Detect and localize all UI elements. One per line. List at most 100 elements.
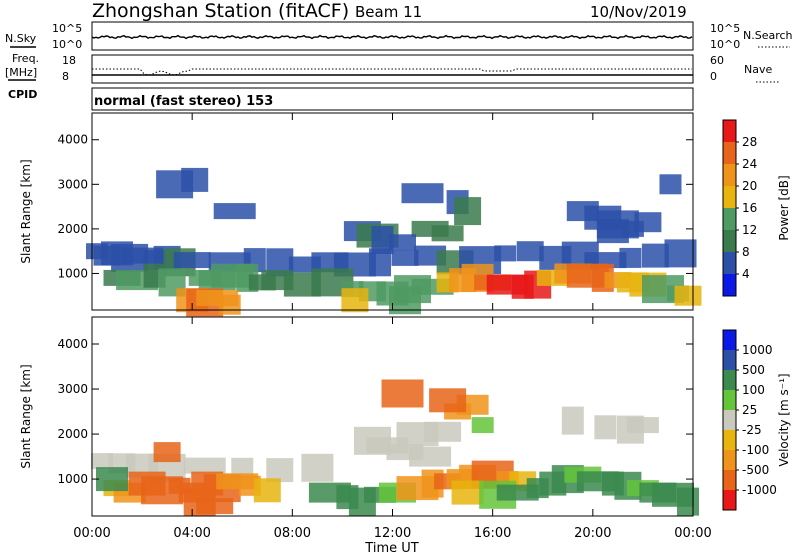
colorbar-frame [722, 329, 737, 511]
data-cell [153, 442, 181, 463]
colorbar-tick-label: 1000 [742, 343, 773, 357]
colorbar-segment [723, 350, 736, 371]
nsky-tick-bottom: 10^0 [52, 38, 82, 51]
colorbar-segment [723, 186, 736, 209]
colorbar-tick-label: 4 [742, 267, 750, 281]
colorbar-segment [723, 450, 736, 471]
freq-tick-top: 18 [62, 54, 76, 67]
colorbar-segment [723, 490, 736, 511]
y-tick-label: 1000 [57, 266, 88, 280]
colorbar-label: Velocity [m s⁻¹] [777, 373, 791, 466]
freq-unit: [MHz] [5, 66, 37, 79]
data-cell [561, 406, 584, 435]
data-cell [664, 239, 697, 268]
data-cell [454, 197, 482, 226]
x-tick-label: 00:00 [73, 526, 110, 541]
y-axis-label: Slant Range [km] [19, 364, 33, 468]
nsearch-tick-top: 10^5 [710, 22, 740, 35]
data-cell [213, 203, 256, 220]
data-cell [596, 219, 629, 244]
beam-label: Beam 11 [355, 3, 422, 21]
data-cell [677, 487, 699, 516]
y-tick-label: 3000 [57, 177, 88, 191]
colorbar-segment [723, 330, 736, 351]
data-cell [431, 225, 464, 242]
colorbar-tick-label: 28 [742, 135, 757, 149]
colorbar-segment [723, 142, 736, 165]
data-cell [183, 457, 226, 474]
y-tick-label: 4000 [57, 337, 88, 351]
colorbar-segment [723, 164, 736, 187]
date-label: 10/Nov/2019 [590, 3, 687, 21]
data-cell [301, 453, 334, 482]
data-cell [659, 174, 682, 195]
station-title: Zhongshan Station (fitACF) [92, 0, 349, 22]
data-cell [516, 241, 544, 262]
velocity-panel: 1000 2000 3000 4000 Slant Range [km] 00:00 04:… [19, 316, 791, 541]
nave-tick-top: 60 [710, 54, 724, 67]
data-cell [96, 467, 128, 492]
x-axis-label: Time UT [364, 541, 418, 554]
power-panel: 1000 2000 3000 4000 Slant Range [km] 4 8 12 16 20… [19, 112, 791, 317]
data-cell [218, 294, 241, 315]
x-tick-label: 20:00 [574, 526, 611, 541]
data-cell [594, 415, 617, 440]
colorbar-tick-label: 25 [742, 403, 757, 417]
x-tick-label: 04:00 [173, 526, 210, 541]
data-cell [429, 388, 467, 413]
data-cell [451, 480, 484, 505]
data-cell [391, 249, 419, 266]
colorbar-label: Power [dB] [777, 175, 791, 240]
data-cell [494, 245, 517, 262]
x-tick-label: 00:00 [674, 526, 711, 541]
nsky-label: N.Sky [5, 32, 37, 45]
y-axis-label: Slant Range [km] [19, 159, 33, 263]
colorbar-segment [723, 370, 736, 391]
colorbar-segment [723, 120, 736, 143]
x-tick-label: 12:00 [374, 526, 411, 541]
colorbar-segment [723, 230, 736, 253]
nave-label: Nave [744, 63, 772, 76]
nave-tick-bottom: 0 [710, 70, 717, 83]
freq-tick-bottom: 8 [62, 70, 69, 83]
freq-strip: Freq. [MHz] 18 8 Nave 60 0 [5, 52, 780, 84]
colorbar-tick-label: -25 [742, 423, 762, 437]
data-cell [634, 212, 662, 233]
nave-trace [92, 68, 692, 76]
colorbar-tick-label: -1000 [742, 483, 777, 497]
data-cell [381, 379, 424, 408]
colorbar-tick-label: -100 [742, 443, 769, 457]
y-tick-label: 3000 [57, 382, 88, 396]
data-cell [231, 457, 254, 478]
data-cell [91, 453, 113, 470]
data-cell [266, 458, 294, 483]
data-cell [674, 285, 702, 306]
colorbar-segment [723, 410, 736, 431]
colorbar-segment [723, 390, 736, 411]
colorbar-tick-label: 16 [742, 201, 757, 215]
data-cell [366, 437, 409, 454]
data-cell [619, 247, 642, 268]
nsearch-label: N.Search [743, 29, 793, 42]
freq-label: Freq. [12, 52, 39, 65]
data-cell [401, 183, 444, 204]
colorbar-tick-label: 8 [742, 245, 750, 259]
y-tick-label: 4000 [57, 133, 88, 147]
nsky-trace [91, 34, 693, 40]
colorbar-segment [723, 208, 736, 231]
nsky-strip: N.Sky 10^5 10^0 N.Search 10^5 10^0 [5, 21, 793, 51]
data-cell [369, 248, 391, 277]
data-cell [253, 478, 281, 503]
nsearch-tick-bottom: 10^0 [710, 38, 740, 51]
data-cell [409, 446, 452, 467]
data-cell [181, 167, 209, 192]
nsky-tick-top: 10^5 [52, 22, 82, 35]
y-tick-label: 1000 [57, 472, 88, 486]
cpid-label: CPID [8, 88, 37, 101]
colorbar-tick-label: 24 [742, 157, 757, 171]
y-tick-label: 2000 [57, 222, 88, 236]
y-tick-label: 2000 [57, 427, 88, 441]
colorbar-tick-label: 12 [742, 223, 757, 237]
data-cell [173, 252, 211, 269]
